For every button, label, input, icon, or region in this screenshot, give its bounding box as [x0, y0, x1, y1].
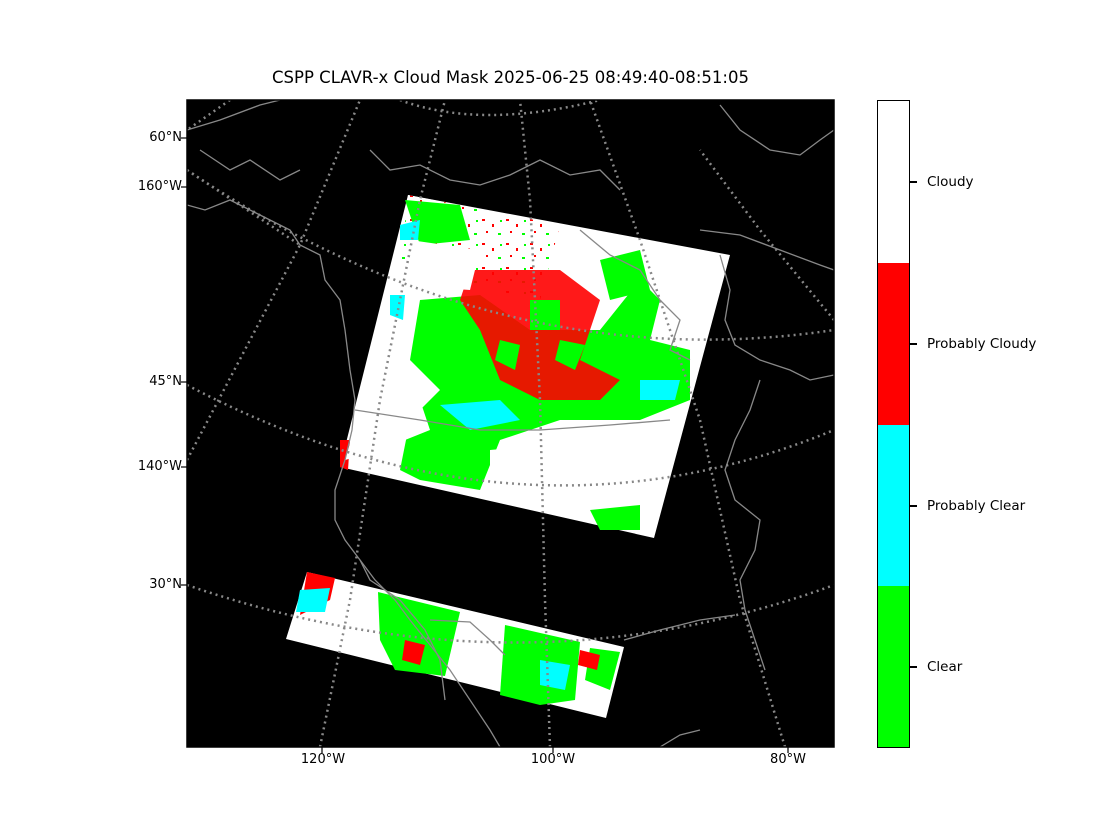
colorbar-tick: [910, 343, 917, 345]
colorbar-tick: [910, 505, 917, 507]
lat-label-160w: 160°W: [137, 179, 182, 194]
colorbar-tick: [910, 666, 917, 668]
lon-label-120w: 120°W: [300, 752, 346, 767]
colorbar-tick: [910, 181, 917, 183]
map-frame: [186, 99, 835, 748]
map-title: CSPP CLAVR-x Cloud Mask 2025-06-25 08:49…: [272, 68, 749, 87]
legend-label-probably-clear: Probably Clear: [927, 498, 1026, 514]
lat-label-45n: 45°N: [149, 374, 182, 389]
lat-label-30n: 30°N: [149, 577, 182, 592]
axis-ticks: [181, 137, 789, 753]
swath-lower: [286, 572, 624, 718]
legend-label-probably-cloudy: Probably Cloudy: [927, 336, 1037, 352]
legend-label-clear: Clear: [927, 659, 963, 675]
colorbar-probably-clear: [878, 425, 909, 586]
swath-upper: [340, 195, 730, 538]
colorbar-cloudy: [878, 101, 909, 263]
lat-label-140w: 140°W: [137, 459, 182, 474]
colorbar: [877, 100, 910, 748]
lon-label-80w: 80°W: [770, 752, 806, 767]
colorbar-clear: [878, 586, 909, 747]
lon-label-100w: 100°W: [530, 752, 576, 767]
colorbar-probably-cloudy: [878, 263, 909, 425]
lat-label-60n: 60°N: [149, 130, 182, 145]
legend-label-cloudy: Cloudy: [927, 174, 974, 190]
graticule: [187, 100, 834, 747]
